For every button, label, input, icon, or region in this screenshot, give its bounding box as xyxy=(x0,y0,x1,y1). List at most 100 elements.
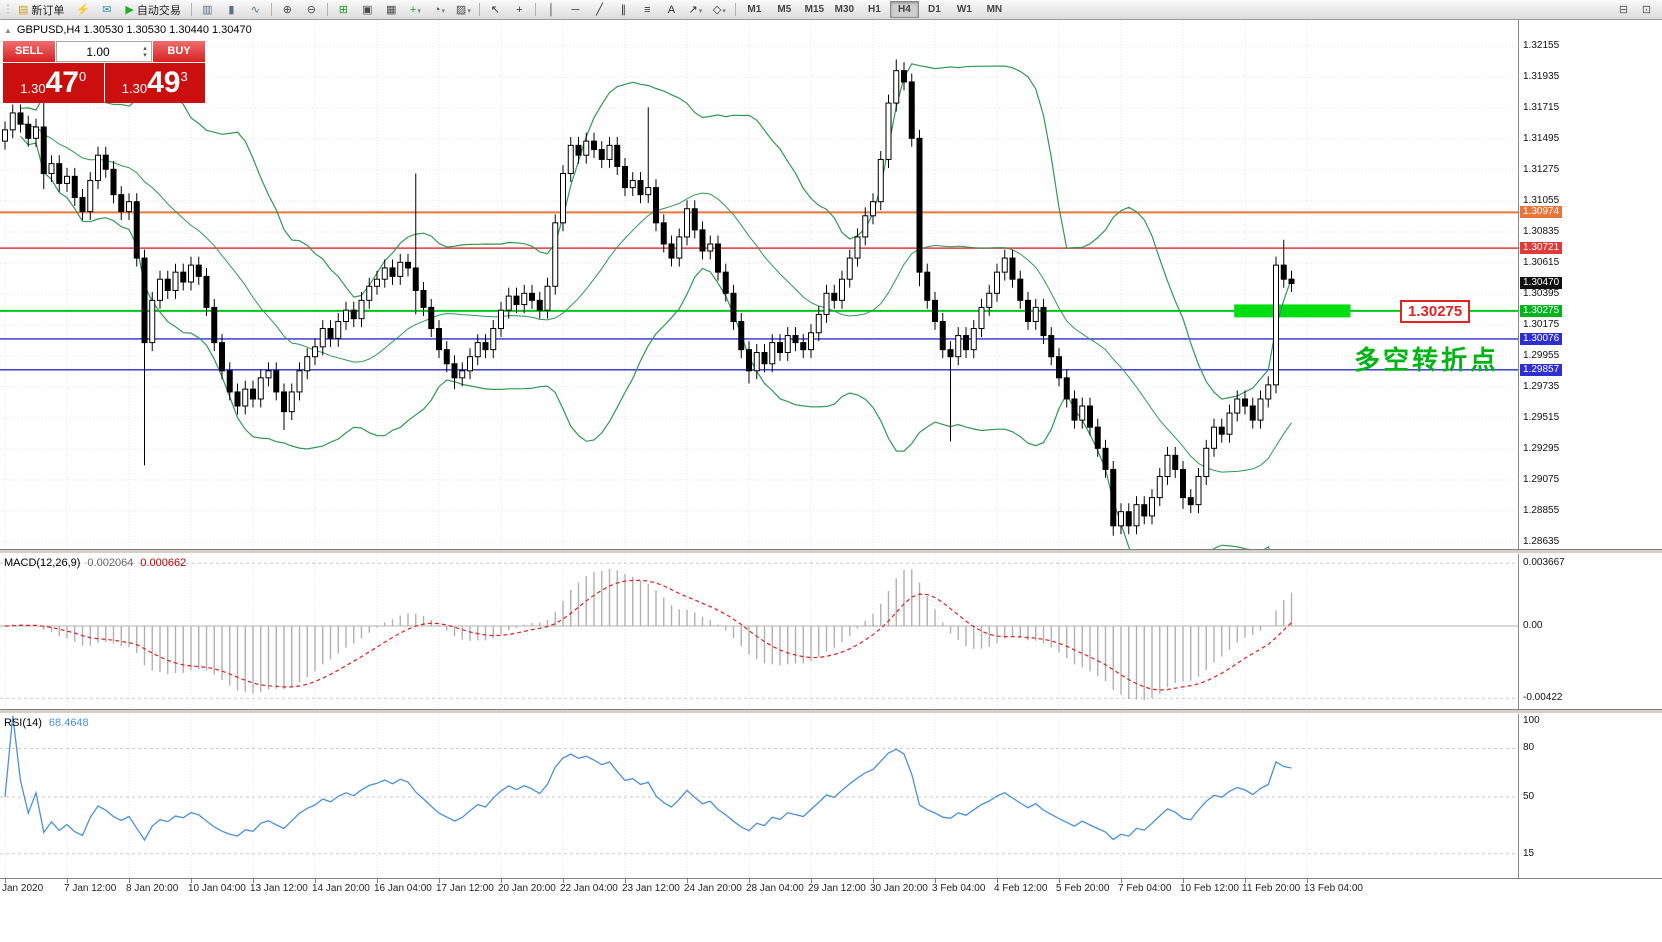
price-axis: 1.32155 1.31935 1.31715 1.31495 1.31275 1.310… xyxy=(1518,20,1662,549)
time-tick xyxy=(997,879,998,883)
panel-separator[interactable] xyxy=(0,549,1662,554)
volume-increase-button[interactable]: ▴ xyxy=(143,44,147,52)
rsi-label: RSI(14) 68.4648 xyxy=(4,717,89,729)
bar-chart-icon-button[interactable]: ▥ xyxy=(196,1,219,19)
alerts-icon-button[interactable]: ⚡ xyxy=(71,1,94,19)
rsi-value: 68.4648 xyxy=(48,717,89,729)
rsi-tick: 50 xyxy=(1523,791,1535,802)
time-tick xyxy=(67,879,68,883)
timeframe-button-h1[interactable]: H1 xyxy=(867,4,881,15)
arrange-windows-icon-button[interactable]: ▦ xyxy=(380,1,403,19)
price-tick: 1.29515 xyxy=(1523,412,1560,423)
rsi-panel[interactable]: 100 80 50 15 RSI(14) 68.4648 xyxy=(0,714,1662,878)
cursor-icon-button[interactable]: ↖ xyxy=(484,1,507,19)
toolbar-right-group: ⊟ ⊡ xyxy=(1612,1,1658,19)
volume-value[interactable]: 1.00 xyxy=(86,44,110,59)
price-tick: 1.31055 xyxy=(1523,195,1560,206)
price-badge: 1.30275 xyxy=(1520,304,1563,317)
macd-chart[interactable] xyxy=(0,554,1518,709)
price-tick: 1.28855 xyxy=(1523,505,1560,516)
collapse-trade-panel-icon[interactable]: ▲ xyxy=(4,26,12,35)
price-tick: 1.28635 xyxy=(1523,536,1560,547)
timeframe-button-m15[interactable]: M15 xyxy=(804,4,825,15)
main-chart-panel[interactable]: 1.32155 1.31935 1.31715 1.31495 1.31275 1.310… xyxy=(0,20,1662,549)
price-tick: 1.29075 xyxy=(1523,474,1560,485)
timeframe-button-m5[interactable]: M5 xyxy=(777,4,792,15)
time-label: 28 Jan 04:00 xyxy=(746,883,804,894)
channel-icon-button[interactable]: ∥ xyxy=(612,1,635,19)
price-badge: 1.30974 xyxy=(1520,206,1563,219)
time-label: 13 Jan 12:00 xyxy=(250,883,308,894)
panel-separator[interactable] xyxy=(0,709,1662,714)
chart-annotation-text[interactable]: 多空转折点 xyxy=(1354,345,1500,375)
timeframe-button-m30[interactable]: M30 xyxy=(834,4,855,15)
full-screen-icon-button[interactable]: ⊡ xyxy=(1641,4,1652,16)
mailbox-icon-button[interactable]: ✉ xyxy=(95,1,118,19)
time-tick xyxy=(315,879,316,883)
price-tick: 1.30175 xyxy=(1523,319,1560,330)
text-icon-button[interactable]: A xyxy=(660,1,683,19)
auto-trading-button[interactable]: ▶ 自动交易 xyxy=(119,1,186,19)
sell-button[interactable]: SELL xyxy=(3,41,55,62)
time-tick xyxy=(1307,879,1308,883)
horizontal-line-icon-button[interactable]: ─ xyxy=(564,1,587,19)
rsi-tick: 100 xyxy=(1523,715,1540,726)
indicators-icon-button[interactable]: +▾ xyxy=(404,1,427,19)
vertical-line-icon-button[interactable]: │ xyxy=(540,1,563,19)
tile-windows-icon-button[interactable]: ⊞ xyxy=(332,1,355,19)
time-label: 14 Jan 20:00 xyxy=(312,883,370,894)
buy-price-big-digits: 49 xyxy=(147,66,181,99)
price-tick: 1.30395 xyxy=(1523,288,1560,299)
timeframe-button-m1[interactable]: M1 xyxy=(747,4,762,15)
rsi-tick: 80 xyxy=(1523,742,1535,754)
macd-panel[interactable]: 0.003667 0.00 -0.00422 MACD(12,26,9) 0.0020… xyxy=(0,554,1662,709)
timeframe-button-w1[interactable]: W1 xyxy=(956,4,972,15)
toolbar: ⋮ ▤ 新订单 ⚡ ✉ ▶ 自动交易 ▥ ▮ ∿ ⊕ ⊖ ⊞ ▣ ▦ +▾ ◔▾ ▨▾ ↖ + │ ─ ╱ ∥ ≡ A ↗▾ ◇▾ M1… xyxy=(0,0,1662,20)
zoom-in-icon-button[interactable]: ⊕ xyxy=(276,1,299,19)
time-label: Jan 2020 xyxy=(2,883,44,894)
buy-button[interactable]: BUY xyxy=(153,41,205,62)
macd-indicator-name: MACD(12,26,9) xyxy=(4,557,81,569)
templates-icon-button[interactable]: ▨▾ xyxy=(452,1,475,19)
time-tick xyxy=(563,879,564,883)
auto-trading-glyph: ▶ xyxy=(125,4,134,16)
zoom-out-icon-button[interactable]: ⊖ xyxy=(300,1,323,19)
candlestick-chart-icon-glyph: ▮ xyxy=(228,3,235,16)
price-level-label[interactable]: 1.30275 xyxy=(1400,300,1471,323)
rsi-chart[interactable] xyxy=(0,714,1518,878)
time-label: 3 Feb 04:00 xyxy=(932,883,986,894)
text-icon-glyph: A xyxy=(667,3,676,16)
volume-input[interactable]: 1.00 ▴ ▾ xyxy=(56,41,152,62)
cascade-windows-icon-button[interactable]: ▣ xyxy=(356,1,379,19)
shapes-icon-button[interactable]: ◇▾ xyxy=(708,1,731,19)
price-badge: 1.29857 xyxy=(1520,363,1563,376)
zoom-in-icon-glyph: ⊕ xyxy=(282,3,292,16)
line-chart-icon-button[interactable]: ∿ xyxy=(244,1,267,19)
trendline-icon-button[interactable]: ╱ xyxy=(588,1,611,19)
volume-decrease-button[interactable]: ▾ xyxy=(143,51,147,59)
time-label: 20 Jan 20:00 xyxy=(498,883,556,894)
arrows-icon-button[interactable]: ↗▾ xyxy=(684,1,707,19)
timeframe-button-d1[interactable]: D1 xyxy=(927,4,941,15)
data-window-icon-button[interactable]: ⊟ xyxy=(1618,4,1629,16)
macd-signal-value: 0.000662 xyxy=(140,557,187,569)
new-order-button[interactable]: ▤ 新订单 xyxy=(12,1,70,19)
fibonacci-icon-button[interactable]: ≡ xyxy=(636,1,659,19)
time-tick xyxy=(625,879,626,883)
time-label: 7 Jan 12:00 xyxy=(64,883,117,894)
sell-price-display[interactable]: 1.30 47 0 xyxy=(3,63,104,103)
toolbar-grip[interactable]: ⋮ xyxy=(3,3,13,15)
candlestick-chart[interactable] xyxy=(0,20,1518,549)
buy-price-display[interactable]: 1.30 49 3 xyxy=(104,63,205,103)
price-tick: 1.32155 xyxy=(1523,40,1560,51)
timeframe-button-h4[interactable]: H4 xyxy=(889,1,919,18)
timeframe-button-mn[interactable]: MN xyxy=(986,4,1003,15)
time-tick xyxy=(687,879,688,883)
time-label: 24 Jan 20:00 xyxy=(684,883,742,894)
periods-icon-button[interactable]: ◔▾ xyxy=(428,1,451,19)
time-axis[interactable]: Jan 2020 7 Jan 12:00 8 Jan 20:00 10 Jan 04:… xyxy=(0,878,1662,900)
crosshair-icon-button[interactable]: + xyxy=(508,1,531,19)
time-tick xyxy=(1183,879,1184,883)
candlestick-chart-icon-button[interactable]: ▮ xyxy=(220,1,243,19)
buy-price-pip-digit: 3 xyxy=(180,69,188,84)
